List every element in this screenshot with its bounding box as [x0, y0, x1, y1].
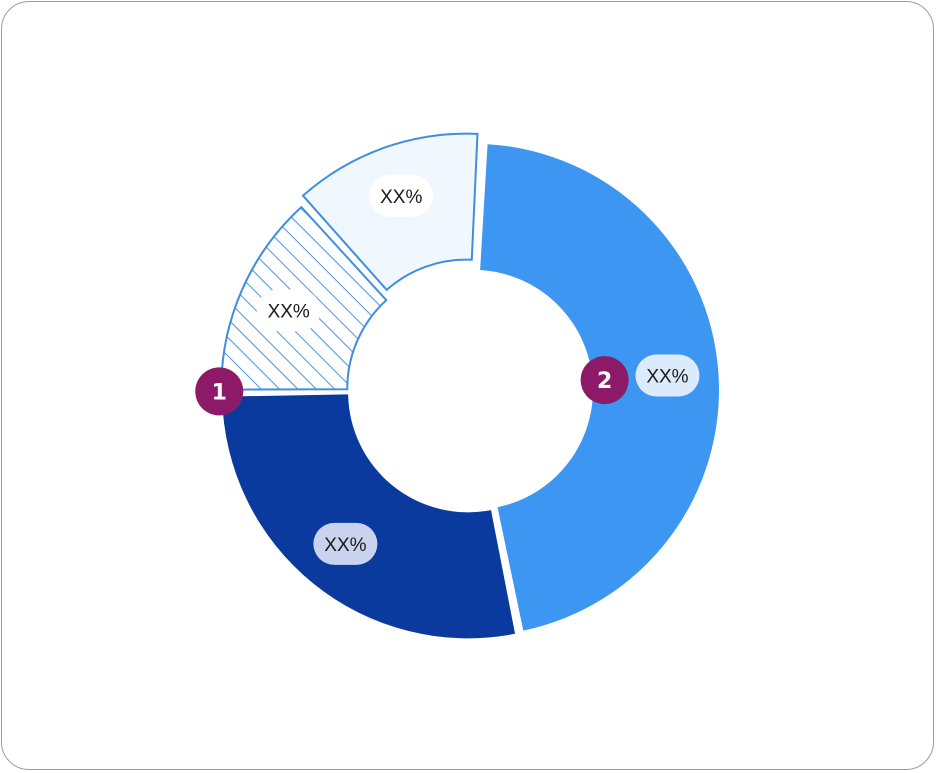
slice-label-pill-1: [635, 354, 700, 397]
slice-label-pill-3: [256, 289, 321, 332]
slice-label-pill-4: [369, 174, 434, 217]
slice-label-4: XX%: [380, 187, 422, 208]
slice-label-3: XX%: [268, 301, 310, 322]
annotation-marker-label-1: 1: [212, 380, 227, 405]
slice-label-pill-2: [313, 522, 378, 565]
slice-label-1: XX%: [646, 366, 688, 387]
annotation-marker-2: [580, 356, 629, 405]
donut-slice-2: [222, 394, 516, 639]
annotation-marker-1: [195, 367, 244, 416]
annotation-marker-label-2: 2: [597, 369, 612, 394]
slice-label-2: XX%: [324, 535, 366, 556]
